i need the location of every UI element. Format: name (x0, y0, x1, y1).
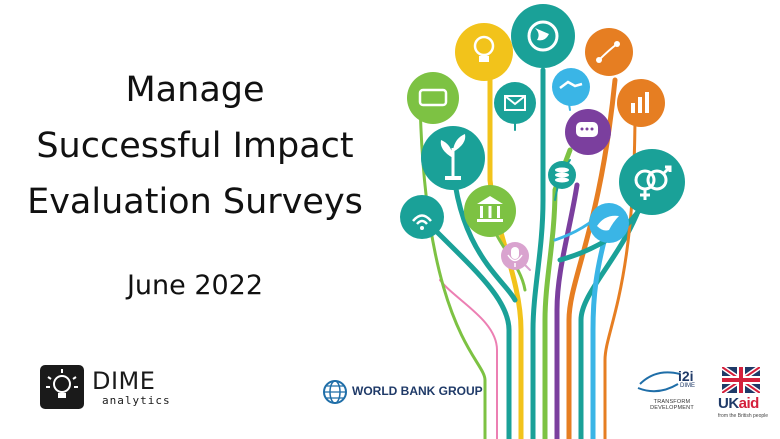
ukaid-aid: aid (738, 395, 760, 412)
coins-icon (548, 161, 576, 189)
i2i-dime-logo: i2i DIME TRANSFORM DEVELOPMENT (636, 366, 708, 416)
ukaid-logo: UKaid from the British people (718, 367, 768, 422)
dime-lightbulb-icon (40, 365, 84, 409)
world-bank-globe-icon (323, 380, 347, 404)
title-line-3: Evaluation Surveys (27, 182, 363, 222)
phone-icon (407, 72, 459, 124)
title-line-1: Manage (125, 70, 265, 110)
world-bank-group-logo: WORLD BANK GROUP (322, 376, 483, 408)
i2i-logo-name: i2i (678, 368, 694, 384)
gender-icon (619, 149, 685, 215)
ukaid-logo-text: UKaid (718, 395, 759, 412)
wifi-icon (400, 195, 444, 239)
slide-title: Manage Successful Impact Evaluation Surv… (0, 62, 390, 230)
slide-date: June 2022 (126, 270, 264, 301)
chat-icon (565, 109, 611, 155)
i2i-swoosh-icon (637, 371, 681, 393)
dime-analytics-logo: DIME analytics (40, 365, 170, 410)
ukaid-uk: UK (718, 395, 739, 412)
plant-icon (421, 126, 485, 190)
globe-icon (511, 4, 575, 68)
title-line-2: Successful Impact (36, 126, 354, 166)
bar-chart-icon (617, 79, 665, 127)
dove-icon (589, 203, 629, 243)
dime-logo-name: DIME (92, 367, 156, 395)
envelope-icon (494, 82, 536, 124)
lightbulb-icon (455, 23, 513, 81)
microphone-icon (501, 242, 529, 270)
route-icon (585, 28, 633, 76)
world-bank-name: WORLD BANK GROUP (352, 384, 483, 398)
dime-logo-subtitle: analytics (102, 394, 171, 407)
ukaid-tagline: from the British people (718, 413, 769, 419)
handshake-icon (552, 68, 590, 106)
i2i-logo-subname: DIME (680, 383, 695, 389)
i2i-logo-tagline: TRANSFORM DEVELOPMENT (650, 399, 694, 411)
union-jack-flag-icon (722, 367, 760, 393)
tree-illustration (400, 4, 685, 439)
bank-icon (464, 185, 516, 237)
